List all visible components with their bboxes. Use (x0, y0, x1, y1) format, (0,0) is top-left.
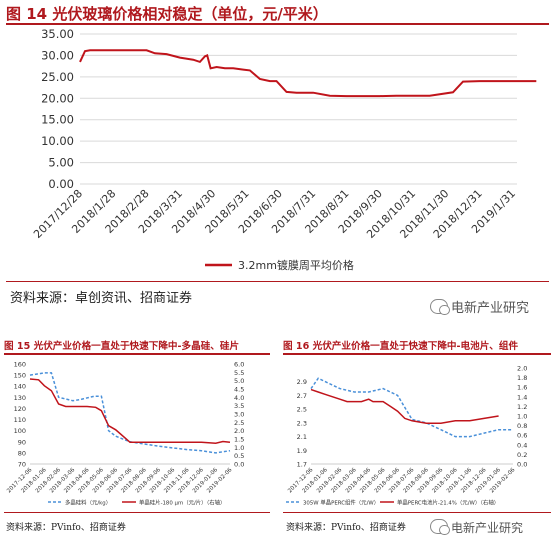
fig16-y2tick-4: 0.8 (517, 422, 527, 430)
fig14-ytick-2: 10.00 (41, 134, 74, 148)
fig16-legend-label-0: 305W 单晶PERC组件（元/W） (303, 499, 379, 507)
fig16-y2tick-3: 0.6 (517, 432, 527, 440)
fig16-y2tick-9: 1.8 (517, 374, 527, 382)
fig16-y2tick-2: 0.4 (517, 441, 527, 449)
fig16-chart: 1.7 1.9 2.1 2.3 2.5 2.7 2.9 0.0 0.2 0.40.6 0.81.0 1… (286, 365, 527, 507)
fig15-y2tick-4: 2.0 (234, 427, 244, 435)
fig14-ytick-7: 35.00 (41, 27, 74, 41)
fig15-legend-label-1: 单晶硅片-180 μm（元/片）（右轴） (139, 499, 225, 507)
fig15-y2tick-11: 5.5 (234, 369, 244, 377)
right-watermark: 电新产业研究 (430, 519, 523, 536)
fig16-title: 图 16 光伏产业价格一直处于快速下降中-电池片、组件 (283, 341, 519, 352)
fig15-title: 图 15 光伏产业价格一直处于快速下降中-多晶硅、硅片 (4, 341, 240, 352)
fig14-ytick-4: 20.00 (41, 91, 74, 105)
fig15-series-0 (29, 372, 231, 454)
fig15-ytick-8: 150 (14, 372, 26, 380)
fig15-ytick-0: 70 (18, 461, 26, 469)
fig15-series-1 (29, 378, 231, 444)
fig15-y2tick-12: 6.0 (234, 361, 244, 369)
fig16-y2tick-10: 2.0 (517, 365, 527, 373)
fig14-ytick-0: 0.00 (48, 177, 74, 191)
fig16-ytick-4: 2.5 (297, 406, 307, 414)
fig16-y2tick-1: 0.2 (517, 451, 527, 459)
fig14-source: 资料来源：卓创资讯、招商证券 (10, 291, 193, 306)
fig14-source-rule (6, 281, 549, 282)
right-watermark-text: 电新产业研究 (451, 521, 524, 535)
fig14-title: 图 14 光伏玻璃价格相对稳定（单位，元/平米） (6, 5, 328, 23)
fig16-ytick-1: 1.9 (297, 447, 307, 455)
fig15-y2tick-6: 3.0 (234, 411, 244, 419)
fig14-chart: 0.005.0010.0015.0020.0025.0030.0035.0020… (31, 27, 537, 272)
fig15-y2tick-5: 2.5 (234, 419, 244, 427)
fig16-y2tick-0: 0.0 (517, 461, 527, 469)
fig14-ytick-6: 30.00 (41, 48, 74, 62)
fig15-ytick-3: 100 (14, 427, 26, 435)
fig16-legend-label-1: 单晶PERC电池片-21.4%（元/W）（右轴） (397, 499, 499, 507)
fig16-title-rule (283, 353, 551, 355)
fig16-source: 资料来源：PVinfo、招商证券 (286, 523, 406, 533)
fig16-ytick-0: 1.7 (297, 461, 307, 469)
fig15-y2tick-3: 1.5 (234, 436, 244, 444)
fig16-ytick-2: 2.1 (297, 433, 307, 441)
fig14-title-rule (6, 23, 549, 25)
fig15-ytick-6: 130 (14, 394, 26, 402)
fig16-series-0 (310, 377, 513, 438)
fig16-y2tick-7: 1.4 (517, 393, 527, 401)
fig15-ytick-9: 160 (14, 361, 26, 369)
fig15-y2tick-0: 0.0 (234, 461, 244, 469)
fig15-source: 资料来源：PVinfo、招商证券 (6, 523, 126, 533)
fig15-chart: 7080901001101201301401501600.00.51.01.52… (6, 361, 244, 507)
fig14-ytick-3: 15.00 (41, 113, 74, 127)
fig15-y2tick-7: 3.5 (234, 402, 244, 410)
wechat-icon-2 (430, 519, 450, 535)
fig16-ytick-6: 2.9 (297, 378, 307, 386)
fig15-ytick-5: 120 (14, 405, 26, 413)
fig16-y2tick-6: 1.2 (517, 403, 527, 411)
fig15-y2tick-1: 0.5 (234, 452, 244, 460)
fig15-y2tick-8: 4.0 (234, 394, 244, 402)
wechat-icon (430, 299, 450, 315)
main-watermark: 电新产业研究 (430, 297, 529, 316)
fig16-y2tick-5: 1.0 (517, 413, 527, 421)
fig15-y2tick-2: 1.0 (234, 444, 244, 452)
fig16-source-rule (283, 512, 551, 513)
fig15-y2tick-10: 5.0 (234, 377, 244, 385)
main-watermark-text: 电新产业研究 (451, 301, 530, 316)
fig16-ytick-5: 2.7 (297, 392, 307, 400)
fig15-legend-label-0: 多晶硅料（元/kg） (65, 499, 111, 507)
fig14-ytick-5: 25.00 (41, 70, 74, 84)
fig15-title-rule (4, 353, 270, 355)
fig15-ytick-1: 80 (18, 449, 26, 457)
fig16-series-1 (310, 388, 499, 424)
fig16-ytick-3: 2.3 (297, 419, 307, 427)
fig14-ytick-1: 5.00 (48, 156, 74, 170)
fig14-legend-label: 3.2mm镀膜周平均价格 (238, 258, 354, 272)
fig15-source-rule (4, 512, 270, 513)
fig15-ytick-4: 110 (14, 416, 26, 424)
fig14-series-line (79, 49, 537, 98)
fig15-ytick-7: 140 (14, 383, 26, 391)
fig15-ytick-2: 90 (18, 438, 26, 446)
fig15-y2tick-9: 4.5 (234, 386, 244, 394)
fig16-y2tick-8: 1.6 (517, 384, 527, 392)
